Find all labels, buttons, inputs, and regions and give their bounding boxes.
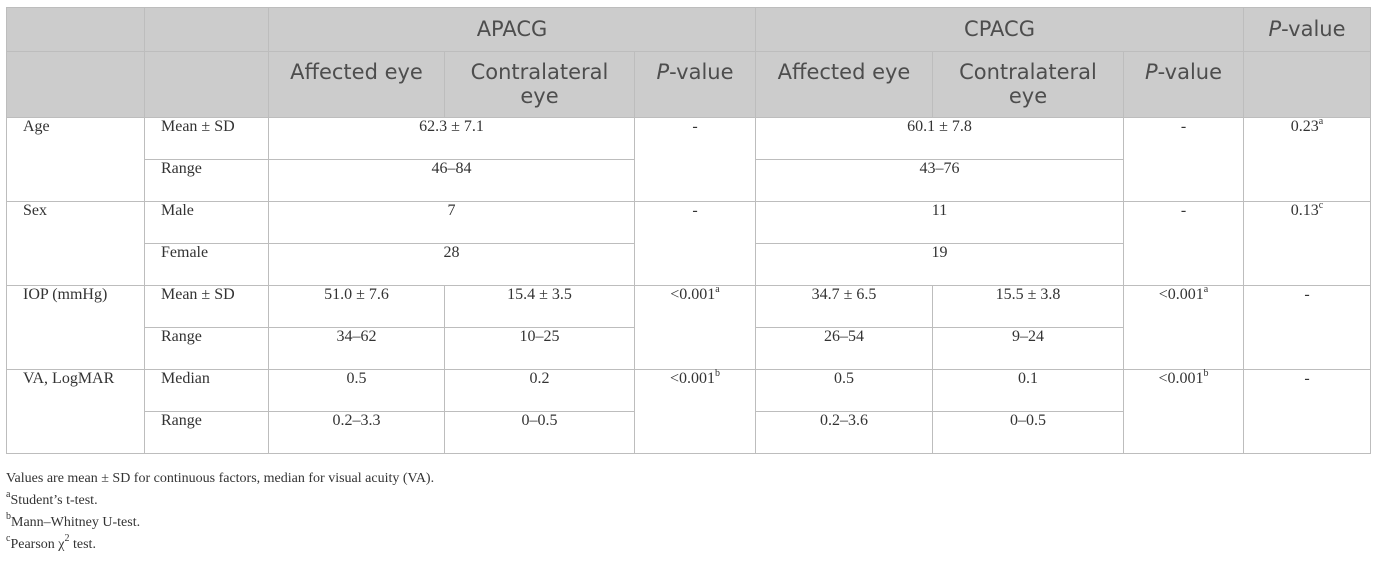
cpacg-sex-pvalue: - [1122, 201, 1245, 286]
header-apacg: APACG [268, 7, 756, 52]
apacg-sex-female: 28 [268, 243, 635, 286]
cpacg-va-pvalue: <0.001b [1122, 368, 1245, 454]
footnote-c: cPearson χ2 test. [6, 533, 96, 552]
header-empty [6, 51, 145, 118]
cpacg-va-contralateral-range: 0–0.5 [932, 411, 1124, 454]
apacg-iop-contralateral: 15.4 ± 3.5 [444, 285, 635, 328]
apacg-iop-affected: 51.0 ± 7.6 [268, 285, 445, 328]
stat-label: Median [144, 369, 269, 412]
table-row: Range 46–84 43–76 [7, 159, 1371, 202]
apacg-va-pvalue: <0.001b [634, 368, 756, 454]
va-pvalue: - [1243, 369, 1372, 454]
cpacg-iop-contralateral: 15.5 ± 3.8 [932, 285, 1124, 328]
header-cpacg: CPACG [754, 7, 1245, 52]
row-label-sex: Sex [6, 201, 145, 286]
cpacg-va-affected: 0.5 [755, 369, 933, 412]
apacg-va-affected-range: 0.2–3.3 [268, 411, 445, 454]
apacg-age-mean: 62.3 ± 7.1 [268, 117, 635, 160]
cpacg-age-range: 43–76 [755, 159, 1124, 202]
iop-pvalue: - [1243, 285, 1372, 370]
table-row: Sex Male 7 - 11 - 0.13c [6, 200, 1372, 286]
header-apacg-pvalue: P-value [634, 51, 756, 118]
row-label-iop: IOP (mmHg) [6, 285, 145, 370]
header-empty [144, 7, 269, 52]
table-row: VA, LogMAR Median 0.5 0.2 <0.001b 0.5 0.… [6, 368, 1372, 454]
cpacg-va-contralateral: 0.1 [932, 369, 1124, 412]
cpacg-iop-affected: 34.7 ± 6.5 [755, 285, 933, 328]
stat-label: Range [144, 327, 269, 370]
table-row: Age Mean ± SD 62.3 ± 7.1 - 60.1 ± 7.8 - … [6, 116, 1372, 202]
row-label-va: VA, LogMAR [6, 369, 145, 454]
table-row: Female 28 19 [7, 243, 1371, 286]
stat-label: Mean ± SD [144, 285, 269, 328]
cpacg-va-affected-range: 0.2–3.6 [755, 411, 933, 454]
cpacg-age-pvalue: - [1122, 117, 1245, 202]
cpacg-sex-male: 11 [755, 201, 1124, 244]
cpacg-iop-affected-range: 26–54 [755, 327, 933, 370]
header-empty [144, 51, 269, 118]
stat-label: Female [144, 243, 269, 286]
footnote-a: aStudent’s t-test. [6, 489, 98, 508]
age-pvalue: 0.23a [1243, 116, 1372, 202]
header-cpacg-affected: Affected eye [755, 51, 933, 118]
table-row: Range 34–62 10–25 26–54 9–24 [7, 327, 1371, 370]
cpacg-age-mean: 60.1 ± 7.8 [755, 117, 1124, 160]
stat-label: Mean ± SD [144, 117, 269, 160]
cpacg-iop-contralateral-range: 9–24 [932, 327, 1124, 370]
data-table: APACG CPACG P-value Affected eye Contral… [6, 7, 1372, 454]
header-pvalue: P-value [1243, 7, 1372, 52]
apacg-iop-pvalue: <0.001a [634, 284, 756, 370]
header-apacg-affected: Affected eye [268, 51, 445, 118]
footnote-b: bMann–Whitney U-test. [6, 511, 141, 530]
footnote-values: Values are mean ± SD for continuous fact… [6, 471, 435, 486]
apacg-age-range: 46–84 [268, 159, 635, 202]
cpacg-sex-female: 19 [755, 243, 1124, 286]
apacg-va-contralateral-range: 0–0.5 [444, 411, 635, 454]
apacg-sex-pvalue: - [634, 201, 756, 286]
apacg-va-contralateral: 0.2 [444, 369, 635, 412]
header-empty [1243, 51, 1372, 118]
stat-label: Range [144, 159, 269, 202]
apacg-va-affected: 0.5 [268, 369, 445, 412]
sex-pvalue: 0.13c [1243, 200, 1372, 286]
table-footnotes: Values are mean ± SD for continuous fact… [6, 468, 434, 556]
cpacg-iop-pvalue: <0.001a [1122, 284, 1245, 370]
row-label-age: Age [6, 117, 145, 202]
table-row: Range 0.2–3.3 0–0.5 0.2–3.6 0–0.5 [7, 411, 1371, 454]
apacg-sex-male: 7 [268, 201, 635, 244]
apacg-iop-contralateral-range: 10–25 [444, 327, 635, 370]
apacg-iop-affected-range: 34–62 [268, 327, 445, 370]
table-row: IOP (mmHg) Mean ± SD 51.0 ± 7.6 15.4 ± 3… [6, 284, 1372, 370]
apacg-age-pvalue: - [634, 117, 756, 202]
header-cpacg-contralateral: Contralateral eye [932, 51, 1124, 118]
stat-label: Male [144, 201, 269, 244]
header-cpacg-pvalue: P-value [1122, 51, 1245, 118]
header-apacg-contralateral: Contralateral eye [444, 51, 635, 118]
header-empty [6, 7, 145, 52]
stat-label: Range [144, 411, 269, 454]
